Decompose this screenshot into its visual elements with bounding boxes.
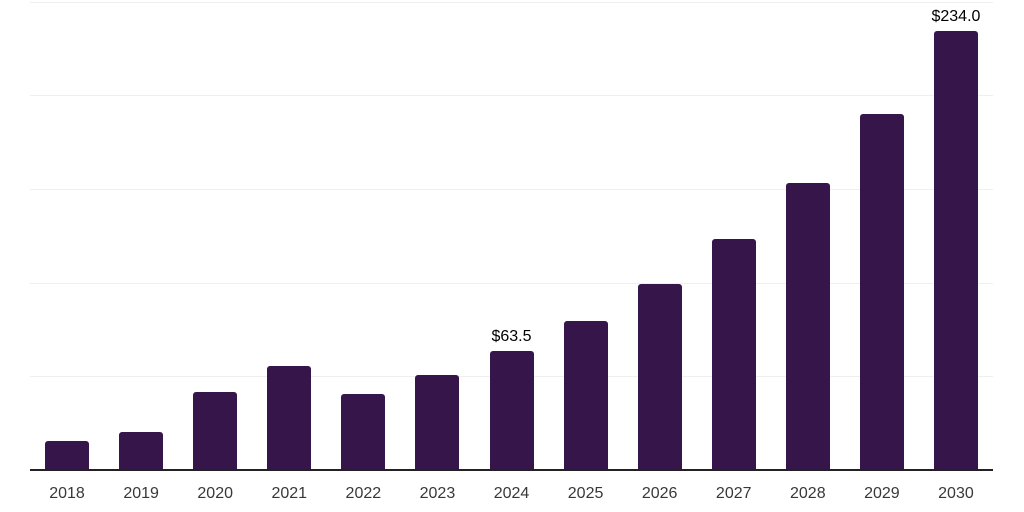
x-tick-label-2029: 2029 [864,485,900,502]
bar-2019 [119,432,164,470]
bar-2026 [637,284,682,470]
x-tick-label-2024: 2024 [493,485,530,502]
bar-2029 [859,114,904,470]
x-tick-label-2025: 2025 [567,485,604,502]
bar-2024 [489,351,534,470]
x-tick-label-2026: 2026 [641,485,678,502]
x-tick-label-2019: 2019 [123,485,159,502]
x-tick-label-2027: 2027 [715,485,752,502]
gridline-150 [30,188,993,190]
data-label-2030: $234.0 [931,8,981,26]
data-label-2024: $63.5 [491,328,532,345]
bar-2018 [45,441,90,470]
bar-2023 [415,375,460,470]
gridline-200 [30,95,993,97]
x-tick-label-2018: 2018 [49,485,85,502]
x-tick-label-2022: 2022 [345,485,382,502]
bar-2027 [711,238,756,470]
bar-2022 [341,394,386,470]
bar-2021 [267,365,312,470]
x-tick-label-2028: 2028 [790,485,826,502]
gridline-250 [30,1,993,3]
bar-2025 [563,321,608,470]
bar-2028 [785,182,830,470]
bar-2030 [933,31,978,470]
x-tick-label-2020: 2020 [197,485,233,502]
bar-2020 [193,391,238,470]
x-tick-label-2023: 2023 [419,485,456,502]
gridline-100 [30,282,993,284]
x-tick-label-2021: 2021 [271,485,308,502]
x-axis-line [30,469,993,471]
x-tick-label-2030: 2030 [938,485,974,502]
